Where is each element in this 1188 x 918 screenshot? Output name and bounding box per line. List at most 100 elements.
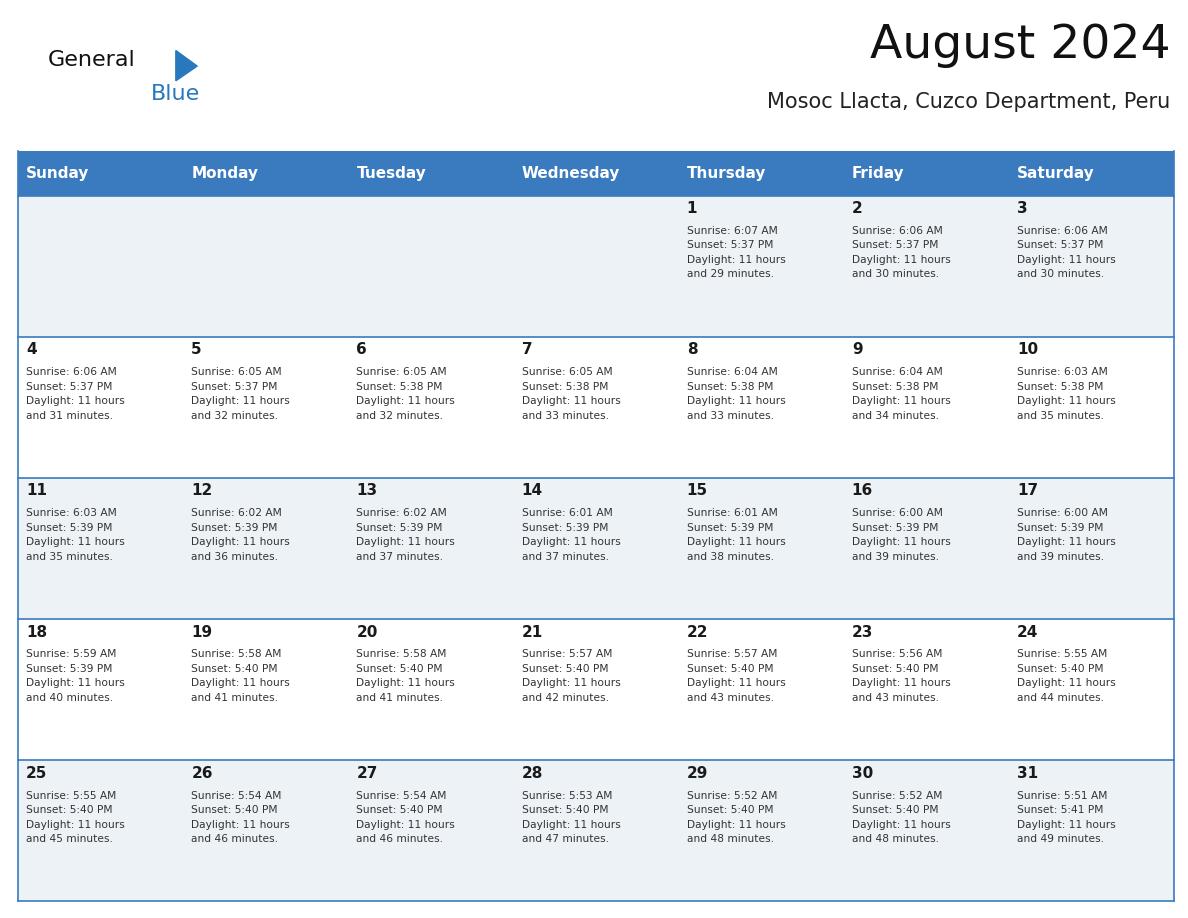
Text: Sunrise: 6:04 AM: Sunrise: 6:04 AM [852,367,942,377]
Text: and 39 minutes.: and 39 minutes. [1017,552,1104,562]
Text: 25: 25 [26,766,48,781]
Text: Mosoc Llacta, Cuzco Department, Peru: Mosoc Llacta, Cuzco Department, Peru [767,92,1170,112]
Text: Daylight: 11 hours: Daylight: 11 hours [1017,255,1116,264]
Text: Daylight: 11 hours: Daylight: 11 hours [1017,537,1116,547]
Text: Sunset: 5:37 PM: Sunset: 5:37 PM [852,241,939,251]
Text: and 29 minutes.: and 29 minutes. [687,269,773,279]
Text: Sunset: 5:40 PM: Sunset: 5:40 PM [191,805,278,815]
Text: and 48 minutes.: and 48 minutes. [852,834,939,844]
Text: and 34 minutes.: and 34 minutes. [852,410,939,420]
Text: Sunrise: 6:03 AM: Sunrise: 6:03 AM [1017,367,1107,377]
Bar [18,151,1174,196]
Text: Daylight: 11 hours: Daylight: 11 hours [26,537,125,547]
Text: and 31 minutes.: and 31 minutes. [26,410,113,420]
Text: and 37 minutes.: and 37 minutes. [522,552,608,562]
Text: Daylight: 11 hours: Daylight: 11 hours [1017,396,1116,406]
Text: Sunrise: 6:06 AM: Sunrise: 6:06 AM [1017,226,1107,236]
Text: Sunrise: 6:06 AM: Sunrise: 6:06 AM [852,226,942,236]
Text: 31: 31 [1017,766,1038,781]
Text: Sunrise: 6:02 AM: Sunrise: 6:02 AM [191,509,282,518]
Text: Sunrise: 5:58 AM: Sunrise: 5:58 AM [191,649,282,659]
Text: and 47 minutes.: and 47 minutes. [522,834,608,844]
Text: Daylight: 11 hours: Daylight: 11 hours [687,820,785,830]
Text: Sunrise: 6:01 AM: Sunrise: 6:01 AM [522,509,612,518]
Text: Sunset: 5:39 PM: Sunset: 5:39 PM [26,522,113,532]
Text: and 42 minutes.: and 42 minutes. [522,693,608,703]
Text: 10: 10 [1017,342,1038,357]
Bar [18,478,1174,619]
Text: Sunset: 5:40 PM: Sunset: 5:40 PM [1017,664,1104,674]
Text: Daylight: 11 hours: Daylight: 11 hours [26,820,125,830]
Text: Sunset: 5:40 PM: Sunset: 5:40 PM [522,805,608,815]
Text: Sunrise: 5:57 AM: Sunrise: 5:57 AM [687,649,777,659]
Text: 22: 22 [687,624,708,640]
Text: 17: 17 [1017,484,1038,498]
Text: Daylight: 11 hours: Daylight: 11 hours [191,396,290,406]
Text: Daylight: 11 hours: Daylight: 11 hours [191,678,290,688]
Text: Sunset: 5:40 PM: Sunset: 5:40 PM [852,664,939,674]
Text: Sunset: 5:39 PM: Sunset: 5:39 PM [687,522,773,532]
Text: Sunrise: 5:54 AM: Sunrise: 5:54 AM [191,790,282,800]
Text: 15: 15 [687,484,708,498]
Text: Daylight: 11 hours: Daylight: 11 hours [687,537,785,547]
Text: and 30 minutes.: and 30 minutes. [852,269,939,279]
Polygon shape [176,50,197,81]
Text: Sunrise: 6:02 AM: Sunrise: 6:02 AM [356,509,447,518]
Text: Sunrise: 5:56 AM: Sunrise: 5:56 AM [852,649,942,659]
Text: Daylight: 11 hours: Daylight: 11 hours [1017,678,1116,688]
Text: Daylight: 11 hours: Daylight: 11 hours [191,820,290,830]
Text: Sunrise: 6:05 AM: Sunrise: 6:05 AM [522,367,612,377]
Text: Daylight: 11 hours: Daylight: 11 hours [852,396,950,406]
Text: Daylight: 11 hours: Daylight: 11 hours [26,678,125,688]
Text: Daylight: 11 hours: Daylight: 11 hours [191,537,290,547]
Text: Daylight: 11 hours: Daylight: 11 hours [1017,820,1116,830]
Text: Sunset: 5:40 PM: Sunset: 5:40 PM [852,805,939,815]
Text: and 37 minutes.: and 37 minutes. [356,552,443,562]
Text: 13: 13 [356,484,378,498]
Text: and 48 minutes.: and 48 minutes. [687,834,773,844]
Text: and 30 minutes.: and 30 minutes. [1017,269,1104,279]
Text: and 41 minutes.: and 41 minutes. [356,693,443,703]
Text: 28: 28 [522,766,543,781]
Text: 23: 23 [852,624,873,640]
Text: 14: 14 [522,484,543,498]
Text: and 32 minutes.: and 32 minutes. [191,410,278,420]
Text: Daylight: 11 hours: Daylight: 11 hours [852,537,950,547]
Text: 8: 8 [687,342,697,357]
Text: Sunrise: 5:52 AM: Sunrise: 5:52 AM [687,790,777,800]
Text: Wednesday: Wednesday [522,166,620,181]
Text: Sunrise: 6:00 AM: Sunrise: 6:00 AM [852,509,942,518]
Text: Sunset: 5:39 PM: Sunset: 5:39 PM [852,522,939,532]
Text: Daylight: 11 hours: Daylight: 11 hours [356,537,455,547]
Text: 21: 21 [522,624,543,640]
Text: Sunrise: 6:05 AM: Sunrise: 6:05 AM [191,367,282,377]
Text: Saturday: Saturday [1017,166,1094,181]
Text: and 45 minutes.: and 45 minutes. [26,834,113,844]
Text: Sunset: 5:37 PM: Sunset: 5:37 PM [191,382,278,391]
Text: Daylight: 11 hours: Daylight: 11 hours [852,820,950,830]
Text: Sunrise: 6:07 AM: Sunrise: 6:07 AM [687,226,777,236]
Text: Tuesday: Tuesday [356,166,426,181]
Text: Daylight: 11 hours: Daylight: 11 hours [522,537,620,547]
Text: Daylight: 11 hours: Daylight: 11 hours [852,678,950,688]
Text: and 39 minutes.: and 39 minutes. [852,552,939,562]
Text: Sunrise: 6:01 AM: Sunrise: 6:01 AM [687,509,777,518]
Text: Sunrise: 5:57 AM: Sunrise: 5:57 AM [522,649,612,659]
Bar [18,196,1174,337]
Text: Daylight: 11 hours: Daylight: 11 hours [687,396,785,406]
Text: General: General [48,50,135,71]
Text: Sunset: 5:38 PM: Sunset: 5:38 PM [852,382,939,391]
Text: 3: 3 [1017,201,1028,216]
Text: and 40 minutes.: and 40 minutes. [26,693,113,703]
Text: 16: 16 [852,484,873,498]
Text: Daylight: 11 hours: Daylight: 11 hours [356,396,455,406]
Text: Sunset: 5:40 PM: Sunset: 5:40 PM [26,805,113,815]
Text: 27: 27 [356,766,378,781]
Bar [18,760,1174,901]
Text: Daylight: 11 hours: Daylight: 11 hours [26,396,125,406]
Text: Daylight: 11 hours: Daylight: 11 hours [522,820,620,830]
Text: and 38 minutes.: and 38 minutes. [687,552,773,562]
Text: 4: 4 [26,342,37,357]
Text: Sunrise: 6:05 AM: Sunrise: 6:05 AM [356,367,447,377]
Text: Sunset: 5:40 PM: Sunset: 5:40 PM [356,805,443,815]
